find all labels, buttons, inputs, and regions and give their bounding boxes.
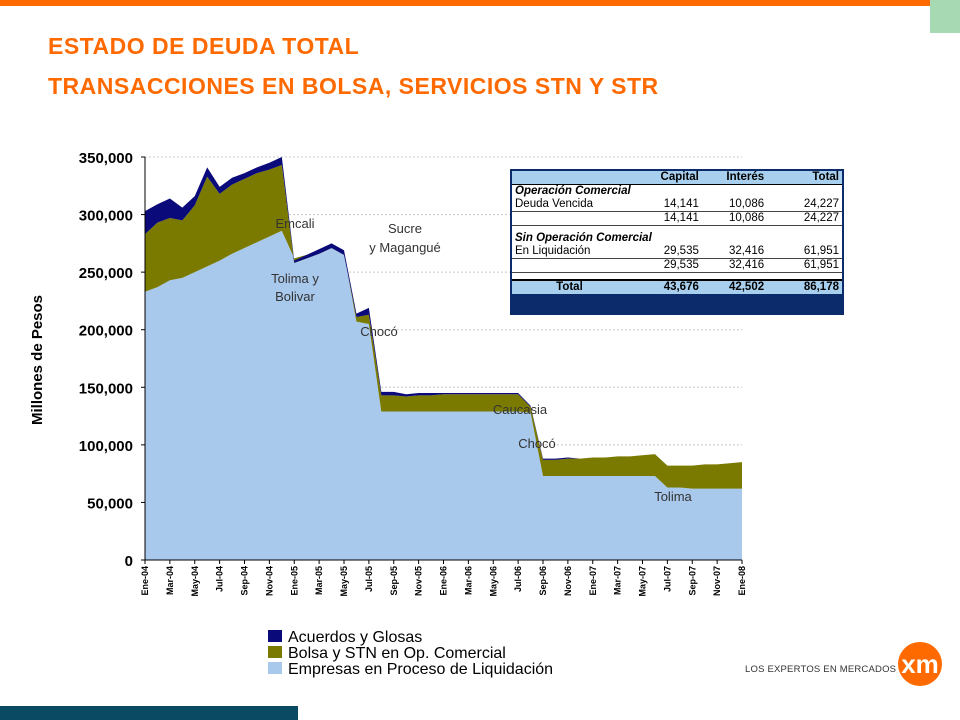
subtotal-total: 24,227	[767, 211, 842, 226]
subtotal-total: 61,951	[767, 258, 842, 273]
x-tick-label: May-06	[488, 566, 498, 597]
x-tick-label: Mar-07	[613, 566, 623, 595]
row-interes: 10,086	[701, 198, 768, 212]
bottom-accent-bar	[0, 706, 298, 720]
debt-summary-table: Capital Interés Total Operación Comercia…	[512, 171, 842, 294]
subtotal-label	[512, 258, 627, 273]
top-accent-bar	[0, 0, 930, 6]
x-tick-label: May-07	[638, 566, 648, 597]
x-tick-label: Sep-04	[240, 566, 250, 596]
x-tick-label: Nov-06	[563, 566, 573, 596]
table-section-row: Sin Operación Comercial	[512, 232, 842, 245]
y-tick-label: 0	[125, 553, 133, 570]
legend-label: Empresas en Proceso de Liquidación	[288, 661, 553, 678]
table-row: Deuda Vencida 14,141 10,086 24,227	[512, 198, 842, 212]
y-axis-label: Millones de Pesos	[29, 295, 46, 425]
subtotal-interes: 32,416	[701, 258, 768, 273]
table-spacer	[512, 272, 842, 280]
annotation-label: Sucre	[388, 221, 422, 236]
x-tick-label: Nov-05	[414, 566, 424, 596]
xm-tagline: LOS EXPERTOS EN MERCADOS	[745, 664, 897, 675]
x-tick-label: Sep-05	[389, 566, 399, 596]
table-header-blank	[512, 171, 627, 185]
y-tick-label: 50,000	[87, 495, 133, 512]
xm-logo-mark: xm	[901, 649, 939, 679]
annotation-label: Tolima y	[271, 271, 319, 286]
page-title: ESTADO DE DEUDA TOTAL	[48, 33, 360, 59]
xm-logo: xm	[898, 642, 942, 686]
x-tick-label: Jul-07	[662, 566, 672, 592]
y-tick-label: 350,000	[79, 150, 133, 167]
x-tick-label: May-05	[339, 566, 349, 597]
row-total: 24,227	[767, 198, 842, 212]
table-header-row: Capital Interés Total	[512, 171, 842, 185]
y-tick-label: 250,000	[79, 265, 133, 282]
annotation-label: Tolima	[654, 489, 692, 504]
corner-accent-square	[930, 0, 960, 33]
x-tick-label: Ene-05	[289, 566, 299, 596]
page-subtitle: TRANSACCIONES EN BOLSA, SERVICIOS STN Y …	[48, 73, 659, 99]
x-tick-label: Ene-06	[439, 566, 449, 596]
annotation-label: Emcali	[275, 216, 314, 231]
x-tick-label: Sep-06	[538, 566, 548, 596]
table-total-row: Total 43,676 42,502 86,178	[512, 279, 842, 294]
area-empresas-liquidacion	[145, 230, 742, 561]
x-tick-label: Ene-07	[588, 566, 598, 596]
x-tick-label: Jul-04	[215, 566, 225, 592]
subtotal-label	[512, 211, 627, 226]
y-tick-label: 300,000	[79, 208, 133, 225]
x-tick-label: Mar-06	[463, 566, 473, 595]
subtotal-capital: 29,535	[626, 258, 702, 273]
total-interes: 42,502	[701, 279, 768, 294]
section-sin-operacion-comercial: Sin Operación Comercial	[515, 232, 652, 244]
x-tick-label: Jul-05	[364, 566, 374, 592]
table-row: En Liquidación 29,535 32,416 61,951	[512, 245, 842, 259]
table-subtotal-row: 29,535 32,416 61,951	[512, 258, 842, 273]
row-interes: 32,416	[701, 245, 768, 259]
x-tick-label: Jul-06	[513, 566, 523, 592]
area-bolsa-stn	[145, 165, 742, 489]
table-spacer	[512, 225, 842, 232]
y-tick-label: 200,000	[79, 323, 133, 340]
x-tick-label: Ene-08	[737, 566, 747, 596]
table-section-row: Operación Comercial	[512, 185, 842, 199]
row-capital: 29,535	[626, 245, 702, 259]
x-tick-label: Mar-05	[314, 566, 324, 595]
total-label: Total	[512, 279, 627, 294]
subtotal-capital: 14,141	[626, 211, 702, 226]
table-header-capital: Capital	[626, 171, 702, 185]
total-total: 86,178	[767, 279, 842, 294]
annotation-label: Chocó	[518, 436, 556, 451]
y-tick-label: 100,000	[79, 438, 133, 455]
legend-swatch	[268, 646, 282, 658]
total-capital: 43,676	[626, 279, 702, 294]
annotation-label: Bolivar	[275, 289, 315, 304]
legend-label: Acuerdos y Glosas	[288, 629, 422, 646]
x-tick-label: Nov-04	[264, 566, 274, 596]
table-subtotal-row: 14,141 10,086 24,227	[512, 211, 842, 226]
y-tick-label: 150,000	[79, 380, 133, 397]
xm-logo-circle-icon	[898, 642, 942, 686]
section-operacion-comercial: Operación Comercial	[515, 185, 631, 197]
subtotal-interes: 10,086	[701, 211, 768, 226]
row-label: Deuda Vencida	[512, 198, 627, 212]
legend-label: Bolsa y STN en Op. Comercial	[288, 645, 506, 662]
annotation-label: Caucasia	[493, 402, 548, 417]
annotation-label: Chocó	[360, 324, 398, 339]
x-tick-label: Nov-07	[712, 566, 722, 596]
x-tick-label: May-04	[190, 566, 200, 597]
table-header-interes: Interés	[701, 171, 768, 185]
annotation-label: y Magangué	[369, 240, 441, 255]
row-total: 61,951	[767, 245, 842, 259]
row-label: En Liquidación	[512, 245, 627, 259]
x-tick-label: Ene-04	[140, 566, 150, 596]
x-tick-label: Mar-04	[165, 566, 175, 595]
row-capital: 14,141	[626, 198, 702, 212]
x-tick-label: Sep-07	[687, 566, 697, 596]
table-header-total: Total	[767, 171, 842, 185]
legend-swatch	[268, 662, 282, 674]
legend-swatch	[268, 630, 282, 642]
